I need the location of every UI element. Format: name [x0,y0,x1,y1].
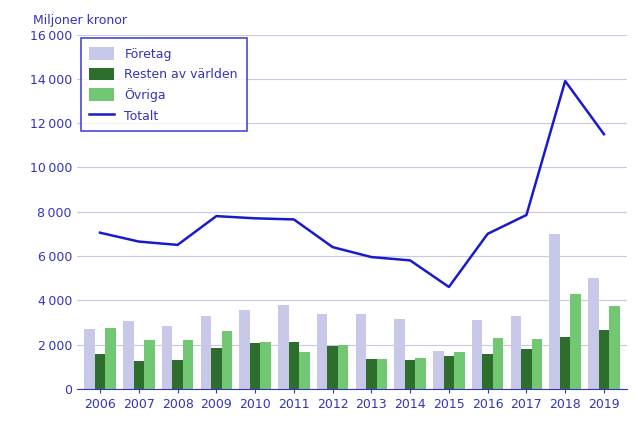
Totalt [173,242,181,248]
Bar [221,331,232,389]
Totalt [135,239,143,244]
Bar [338,345,348,389]
Bar [299,352,310,389]
Bar [123,321,134,389]
Bar [493,338,504,389]
Bar [134,361,144,389]
Bar [356,314,366,389]
Totalt [252,216,259,221]
Bar [570,294,581,389]
Legend: Företag, Resten av världen, Övriga, Totalt: Företag, Resten av världen, Övriga, Tota… [81,38,246,131]
Bar [289,342,299,389]
Bar [405,360,415,389]
Bar [183,340,193,389]
Totalt [212,213,220,219]
Bar [609,306,620,389]
Totalt [600,132,608,137]
Bar [511,316,521,389]
Bar [239,310,250,389]
Bar [250,343,260,389]
Bar [415,358,426,389]
Totalt [290,217,298,222]
Bar [84,329,95,389]
Totalt [484,231,492,236]
Bar [106,328,116,389]
Bar [211,348,221,389]
Bar [144,340,154,389]
Bar [201,316,211,389]
Bar [433,351,444,389]
Bar [472,320,483,389]
Bar [376,359,387,389]
Bar [95,355,106,389]
Bar [532,339,542,389]
Bar [588,278,598,389]
Bar [162,326,172,389]
Bar [394,319,405,389]
Totalt [406,258,414,263]
Totalt [96,230,104,235]
Bar [444,356,454,389]
Totalt [523,213,531,218]
Bar [172,360,183,389]
Totalt [329,245,337,250]
Text: Miljoner kronor: Miljoner kronor [33,15,127,28]
Totalt [367,254,375,260]
Bar [598,330,609,389]
Bar [278,305,289,389]
Bar [483,355,493,389]
Line: Totalt: Totalt [100,81,604,287]
Bar [260,342,271,389]
Bar [521,349,532,389]
Totalt [561,79,569,84]
Totalt [445,284,452,289]
Bar [560,337,570,389]
Bar [454,352,465,389]
Bar [550,234,560,389]
Bar [366,359,376,389]
Bar [328,346,338,389]
Bar [317,314,328,389]
